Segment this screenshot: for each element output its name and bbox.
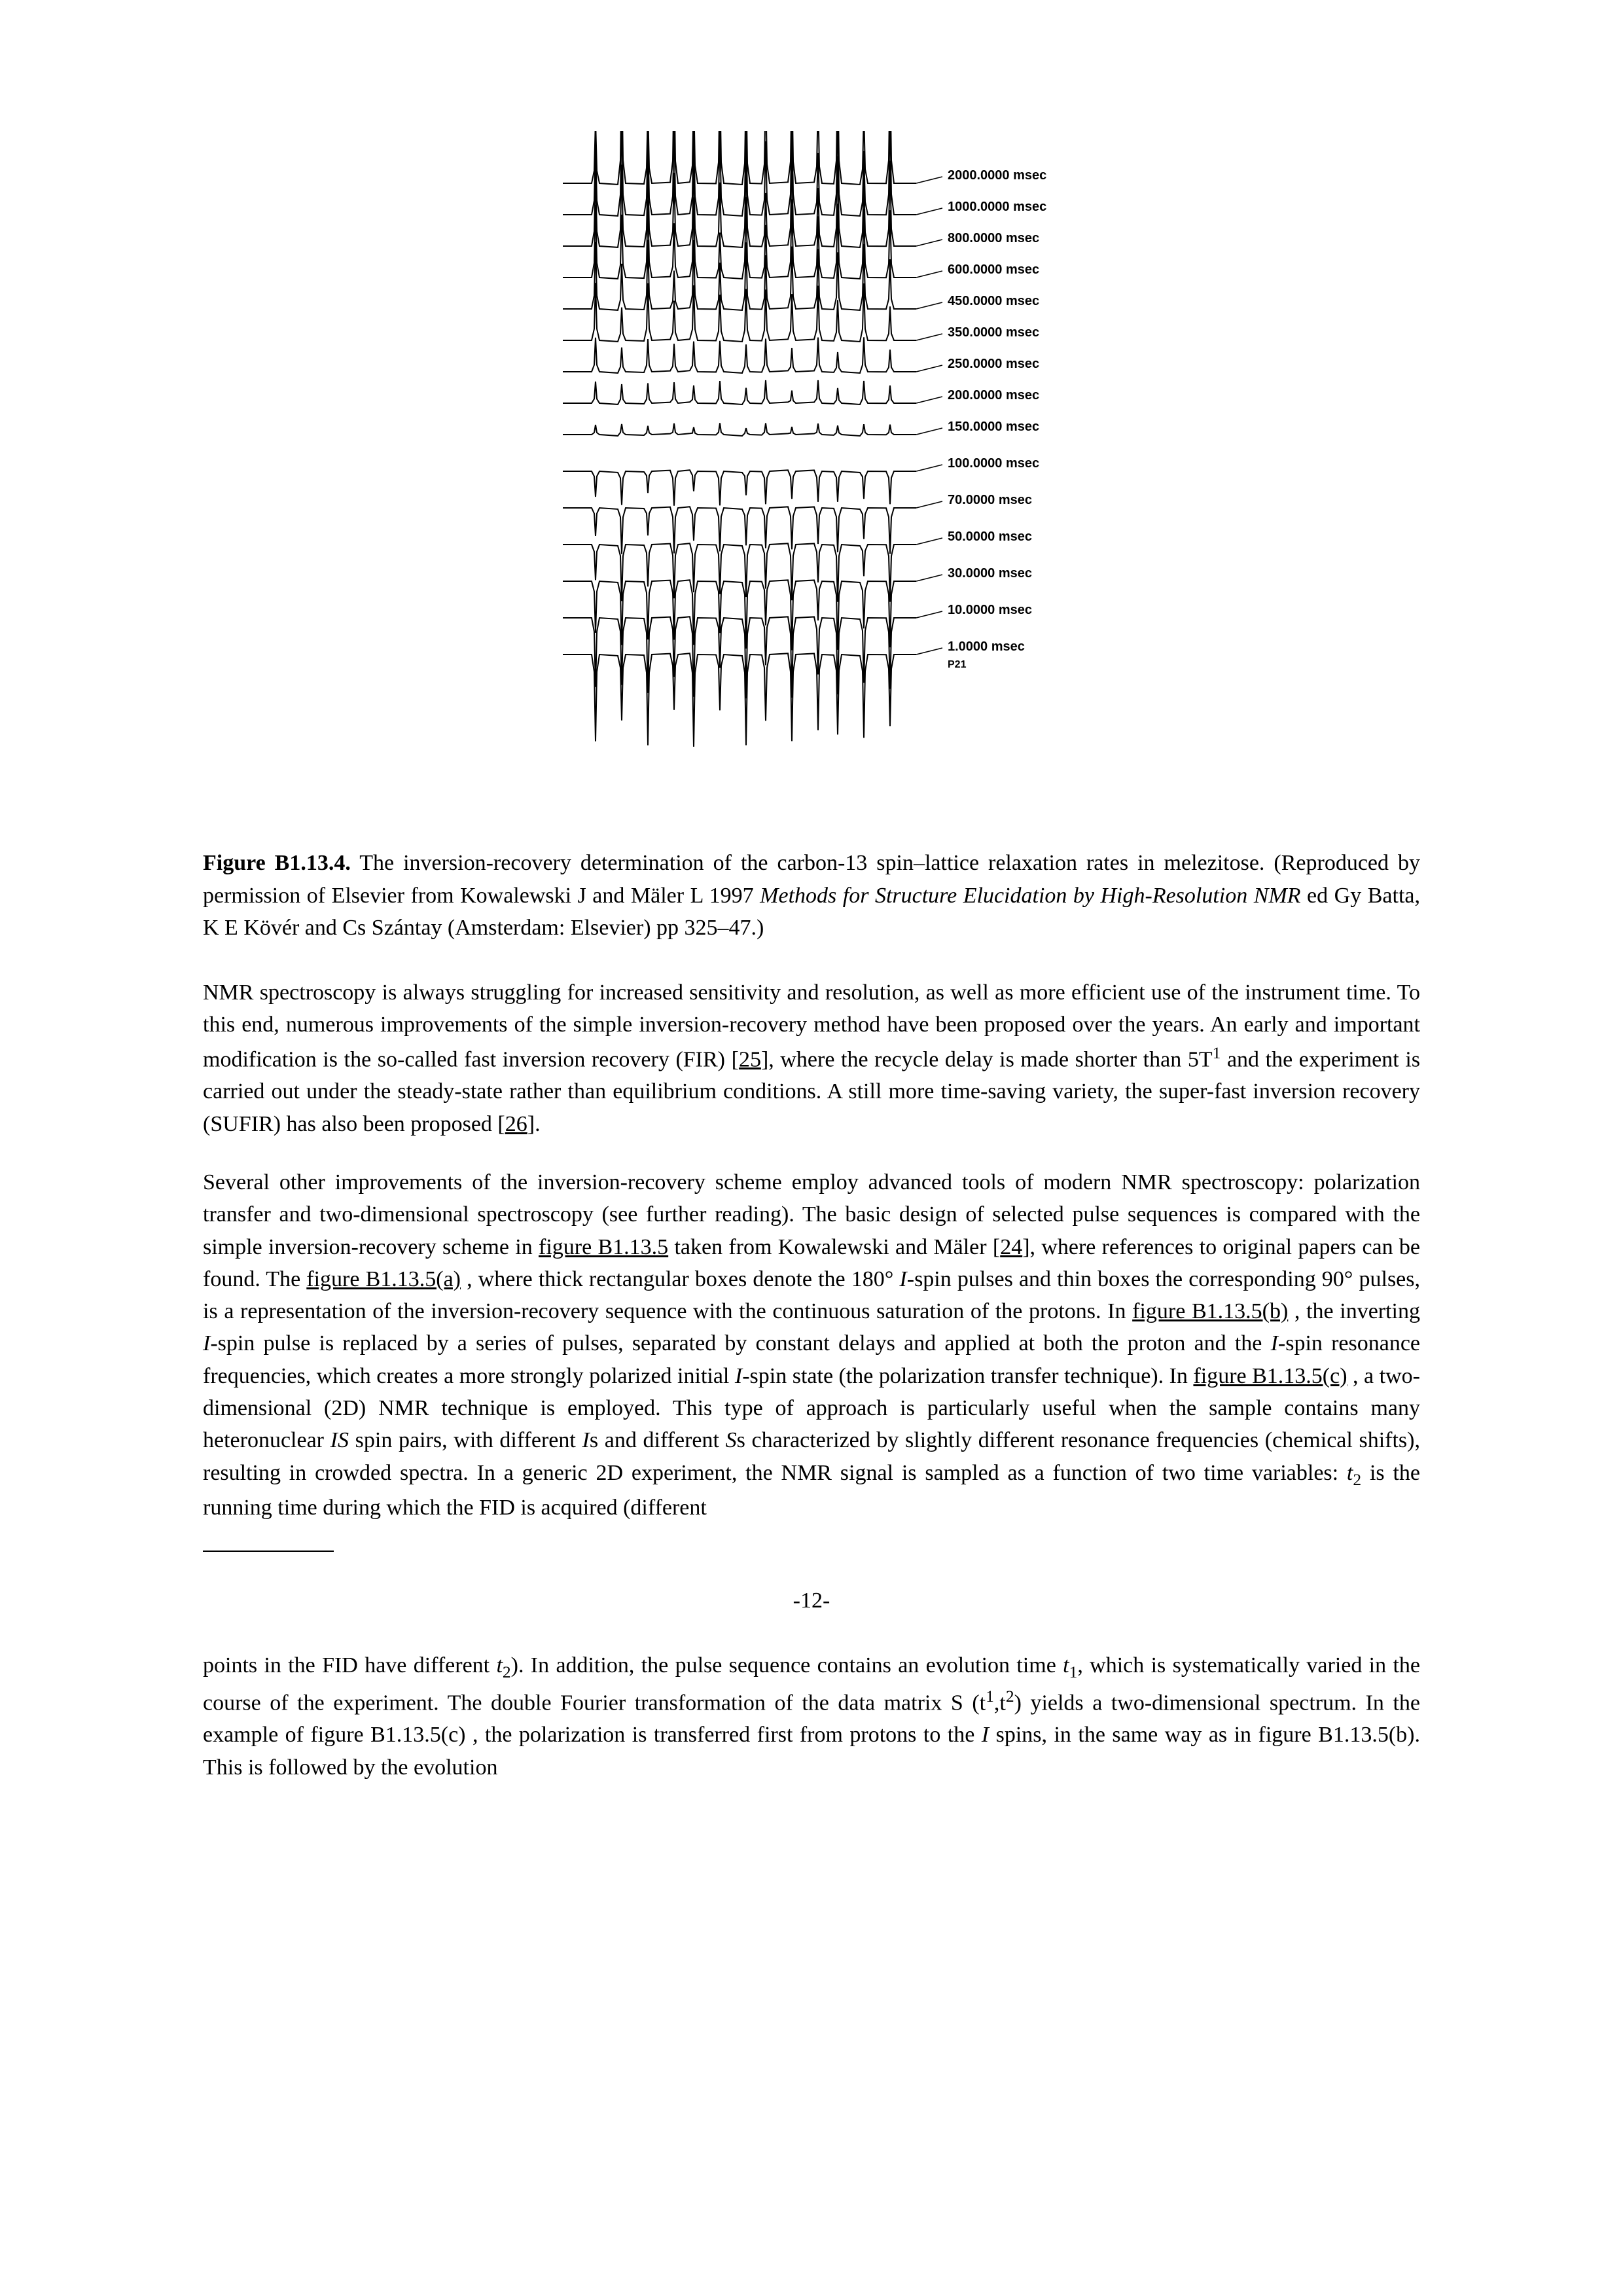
p3-text-d: ,t	[994, 1691, 1006, 1715]
nmr-spectrum-figure: 2000.0000 msec 1000.0000 msec 800.0000 mse…	[484, 131, 1139, 785]
svg-text:350.0000 msec: 350.0000 msec	[948, 325, 1039, 340]
p3-tv2: t	[1063, 1653, 1069, 1677]
ref-25-link[interactable]: 25	[739, 1047, 761, 1071]
p2-i2: I	[203, 1331, 210, 1355]
paragraph-2: Several other improvements of the invers…	[203, 1166, 1420, 1524]
svg-text:1000.0000 msec: 1000.0000 msec	[948, 200, 1046, 214]
p2-text-g: -spin pulse is replaced by a series of p…	[210, 1331, 1270, 1355]
p2-text-f: , the inverting	[1288, 1299, 1420, 1323]
p3-sub1: 1	[1069, 1662, 1078, 1681]
svg-text:800.0000 msec: 800.0000 msec	[948, 231, 1039, 245]
p2-text-i: -spin state (the polarization transfer t…	[742, 1364, 1193, 1388]
p2-text-k: spin pairs, with different	[349, 1428, 582, 1452]
svg-text:10.0000 msec: 10.0000 msec	[948, 603, 1032, 617]
p1-sup: 1	[1213, 1043, 1221, 1062]
svg-text:30.0000 msec: 30.0000 msec	[948, 566, 1032, 581]
fig-link-1[interactable]: figure B1.13.5	[539, 1235, 668, 1259]
p3-tv1: t	[496, 1653, 502, 1677]
caption-label: Figure B1.13.4.	[203, 851, 351, 875]
svg-text:600.0000 msec: 600.0000 msec	[948, 262, 1039, 277]
ref-26-link[interactable]: 26	[505, 1112, 527, 1136]
fig-link-3[interactable]: figure B1.13.5(b)	[1132, 1299, 1288, 1323]
p3-i: I	[982, 1723, 989, 1747]
figure-container: 2000.0000 msec 1000.0000 msec 800.0000 mse…	[203, 131, 1420, 795]
svg-text:100.0000 msec: 100.0000 msec	[948, 456, 1039, 471]
p3-sub2: 2	[503, 1662, 511, 1681]
ref-24-link[interactable]: 24	[1000, 1235, 1022, 1259]
svg-text:2000.0000 msec: 2000.0000 msec	[948, 168, 1046, 183]
svg-text:70.0000 msec: 70.0000 msec	[948, 493, 1032, 507]
p2-is: IS	[330, 1428, 349, 1452]
svg-text:P21: P21	[948, 659, 967, 670]
svg-text:450.0000 msec: 450.0000 msec	[948, 294, 1039, 308]
p2-i3: I	[1271, 1331, 1278, 1355]
separator	[203, 1551, 334, 1552]
p2-text-b: taken from Kowalewski and Mäler [	[668, 1235, 1000, 1259]
svg-text:1.0000 msec: 1.0000 msec	[948, 639, 1025, 654]
p2-tvar: t	[1347, 1461, 1353, 1485]
p3-text-b: ). In addition, the pulse sequence conta…	[511, 1653, 1063, 1677]
svg-text:200.0000 msec: 200.0000 msec	[948, 388, 1039, 403]
p2-sp: S	[726, 1428, 737, 1452]
p1-text-d: ].	[527, 1112, 541, 1136]
p2-text-d: , where thick rectangular boxes denote t…	[461, 1267, 899, 1291]
p3-sup1: 1	[986, 1687, 994, 1706]
p3-sup2: 2	[1006, 1687, 1014, 1706]
p3-text-a: points in the FID have different	[203, 1653, 496, 1677]
svg-text:150.0000 msec: 150.0000 msec	[948, 420, 1039, 434]
caption-ref-italic: Methods for Structure Elucidation by Hig…	[760, 884, 1300, 908]
svg-text:50.0000 msec: 50.0000 msec	[948, 529, 1032, 544]
p2-i1: I	[899, 1267, 906, 1291]
p2-text-l: s and different	[590, 1428, 726, 1452]
p2-ip: I	[582, 1428, 590, 1452]
fig-link-2[interactable]: figure B1.13.5(a)	[306, 1267, 461, 1291]
p2-i4: I	[735, 1364, 742, 1388]
fig-link-4[interactable]: figure B1.13.5(c)	[1193, 1364, 1347, 1388]
page-number: -12-	[203, 1585, 1420, 1617]
paragraph-3: points in the FID have different t2). In…	[203, 1649, 1420, 1784]
paragraph-1: NMR spectroscopy is always struggling fo…	[203, 977, 1420, 1140]
figure-caption: Figure B1.13.4. The inversion-recovery d…	[203, 847, 1420, 944]
svg-text:250.0000 msec: 250.0000 msec	[948, 357, 1039, 371]
p1-text-b: ], where the recycle delay is made short…	[761, 1047, 1213, 1071]
p2-sub: 2	[1353, 1469, 1361, 1488]
